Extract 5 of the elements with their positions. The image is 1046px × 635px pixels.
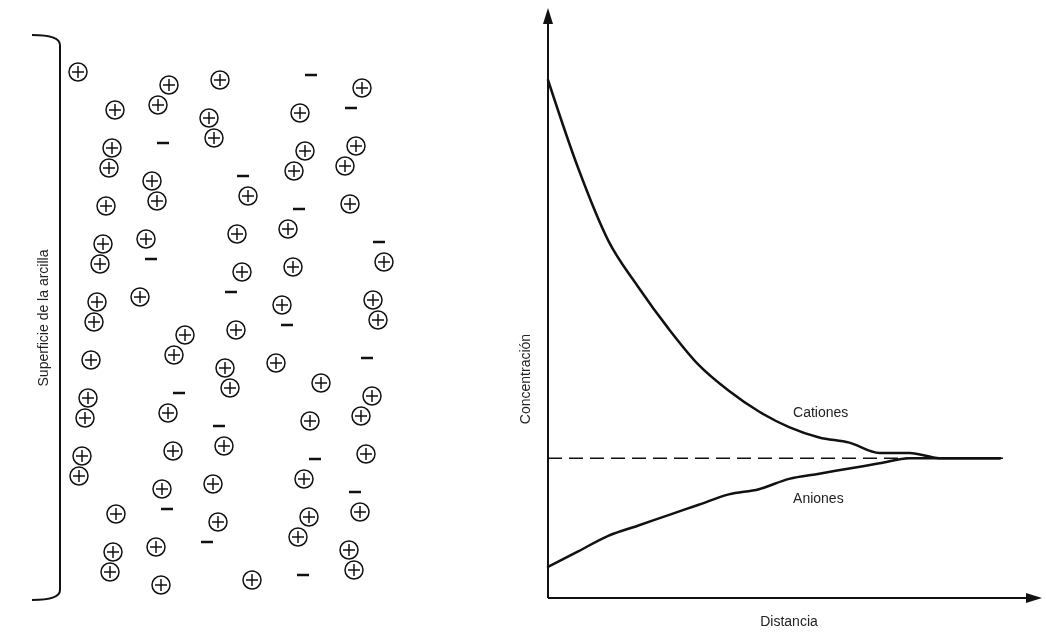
y-axis-title: Concentración bbox=[517, 333, 533, 425]
series-label: Aniones bbox=[793, 489, 844, 506]
series-label: Cationes bbox=[793, 404, 849, 421]
x-axis-title: Distancia bbox=[760, 613, 818, 629]
text: Superficie de la arcilla bbox=[35, 249, 51, 387]
